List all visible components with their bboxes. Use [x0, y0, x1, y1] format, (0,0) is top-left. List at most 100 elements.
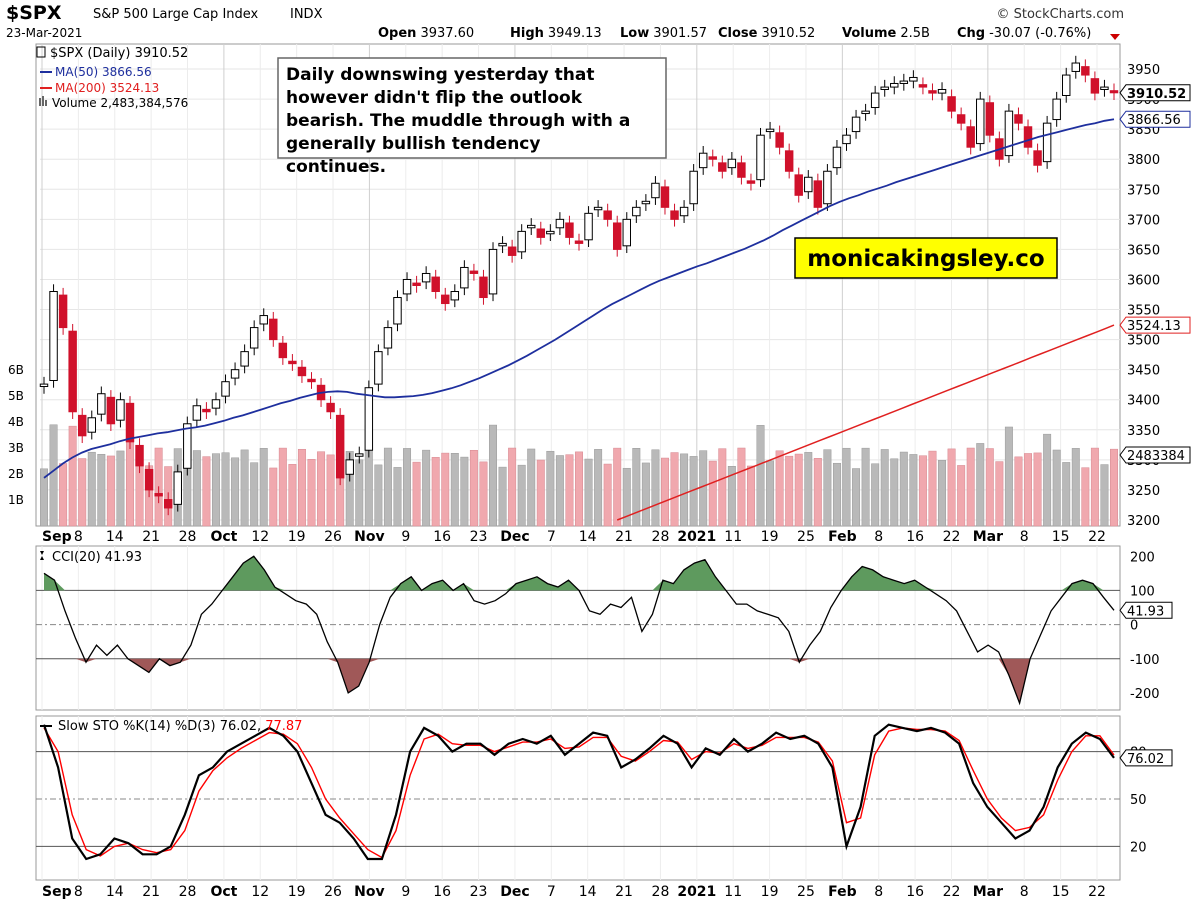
volume-bar — [661, 457, 669, 527]
volume-bar — [240, 449, 249, 527]
volume-bar — [708, 460, 717, 527]
candle — [441, 294, 450, 305]
price-tick-label: 3200 — [1127, 514, 1160, 529]
candle — [813, 180, 823, 208]
x-tick-label: 28 — [179, 884, 197, 900]
candle — [1004, 110, 1014, 157]
ma200-line — [616, 324, 1115, 521]
volume-bar — [813, 458, 822, 527]
candle — [479, 276, 488, 299]
x-tick-label: Oct — [210, 529, 237, 545]
cci-fill-overbought — [44, 556, 1114, 591]
candle — [670, 210, 679, 220]
volume-bar — [746, 465, 755, 527]
volume-bar — [938, 460, 947, 527]
volume-bar — [1062, 462, 1071, 527]
volume-bar — [527, 448, 536, 527]
x-tick-label: 21 — [615, 529, 633, 545]
x-tick-label: Mar — [973, 884, 1003, 900]
volume-legend-icon — [39, 98, 41, 106]
volume-bar — [498, 466, 507, 527]
x-tick-label: 2021 — [677, 884, 716, 900]
legend-ma200: MA(200) 3524.13 — [55, 81, 159, 95]
candle — [909, 76, 918, 82]
candle — [718, 162, 727, 172]
volume-tick-label: 5B — [8, 389, 24, 403]
stat-chg: Chg -30.07 (-0.76%) — [957, 26, 1091, 41]
exchange: INDX — [290, 7, 323, 22]
candle — [794, 174, 803, 196]
x-tick-label: 8 — [1020, 529, 1029, 545]
volume-bar — [211, 453, 220, 527]
volume-bar — [766, 460, 775, 527]
x-tick-label: Sep — [42, 884, 72, 900]
x-tick-label: 23 — [470, 884, 488, 900]
volume-bar — [1100, 464, 1109, 527]
candle — [937, 88, 947, 94]
volume-bar — [68, 425, 77, 527]
x-tick-label: 25 — [797, 884, 815, 900]
x-tick-label: 8 — [74, 884, 83, 900]
candle — [622, 218, 631, 247]
x-tick-label: 9 — [401, 529, 410, 545]
ma50-line — [43, 118, 1115, 479]
volume-bar — [622, 467, 631, 527]
volume-bar — [957, 465, 966, 527]
price-tick-label: 3350 — [1127, 424, 1160, 439]
volume-bar — [278, 447, 287, 527]
volume-bar — [412, 461, 421, 527]
volume-bar — [431, 457, 440, 527]
volume-bar — [613, 447, 622, 527]
x-tick-label: Dec — [500, 884, 529, 900]
candle — [870, 92, 880, 109]
x-tick-label: 21 — [142, 884, 160, 900]
volume-bar — [546, 450, 555, 527]
candle — [469, 270, 479, 274]
volume-bars — [40, 424, 1118, 527]
volume-axis: 1B 2B 3B 4B 5B 6B — [8, 363, 24, 507]
volume-bar — [49, 424, 58, 527]
volume-bar — [126, 436, 134, 527]
close-value-tag-box — [1119, 84, 1191, 102]
price-legend: $SPX (Daily) 3910.52 MA(50) 3866.56 MA(2… — [36, 46, 188, 110]
x-tick-label: 7 — [547, 884, 556, 900]
volume-bar — [1043, 433, 1052, 527]
candle — [890, 82, 899, 88]
x-tick-label: 16 — [433, 529, 451, 545]
candle — [1090, 78, 1100, 94]
candle — [97, 393, 106, 415]
volume-bar — [842, 447, 851, 527]
volume-bar — [441, 452, 450, 527]
x-tick-label: Sep — [42, 529, 72, 545]
candle — [507, 246, 517, 256]
price-tick-label: 3800 — [1127, 153, 1160, 168]
cci-value-tag: 41.93 — [1127, 604, 1164, 619]
candle — [450, 291, 460, 301]
candle — [842, 134, 851, 145]
x-tick-label: 22 — [943, 884, 961, 900]
candle — [393, 297, 402, 325]
x-tick-label: 8 — [1020, 884, 1029, 900]
volume-bar — [890, 458, 899, 527]
candle — [192, 405, 202, 421]
volume-bar — [718, 448, 727, 527]
volume-bar — [966, 447, 975, 527]
volume-bar — [1090, 447, 1099, 527]
candle — [355, 453, 364, 457]
candle — [144, 468, 154, 491]
cci-axis: 200 100 0 -100 -200 41.93 — [1119, 550, 1173, 702]
candle — [77, 414, 87, 437]
candle — [1109, 90, 1119, 94]
x-tick-label: 12 — [251, 884, 269, 900]
volume-bar — [1081, 467, 1090, 527]
volume-bar — [594, 449, 603, 527]
candle — [68, 330, 77, 413]
x-tick-label: 22 — [943, 529, 961, 545]
x-tick-label: 26 — [324, 529, 342, 545]
candle — [431, 276, 440, 293]
candle — [574, 240, 584, 244]
candle — [698, 152, 708, 169]
volume-bar — [909, 454, 918, 527]
candle — [307, 378, 316, 383]
